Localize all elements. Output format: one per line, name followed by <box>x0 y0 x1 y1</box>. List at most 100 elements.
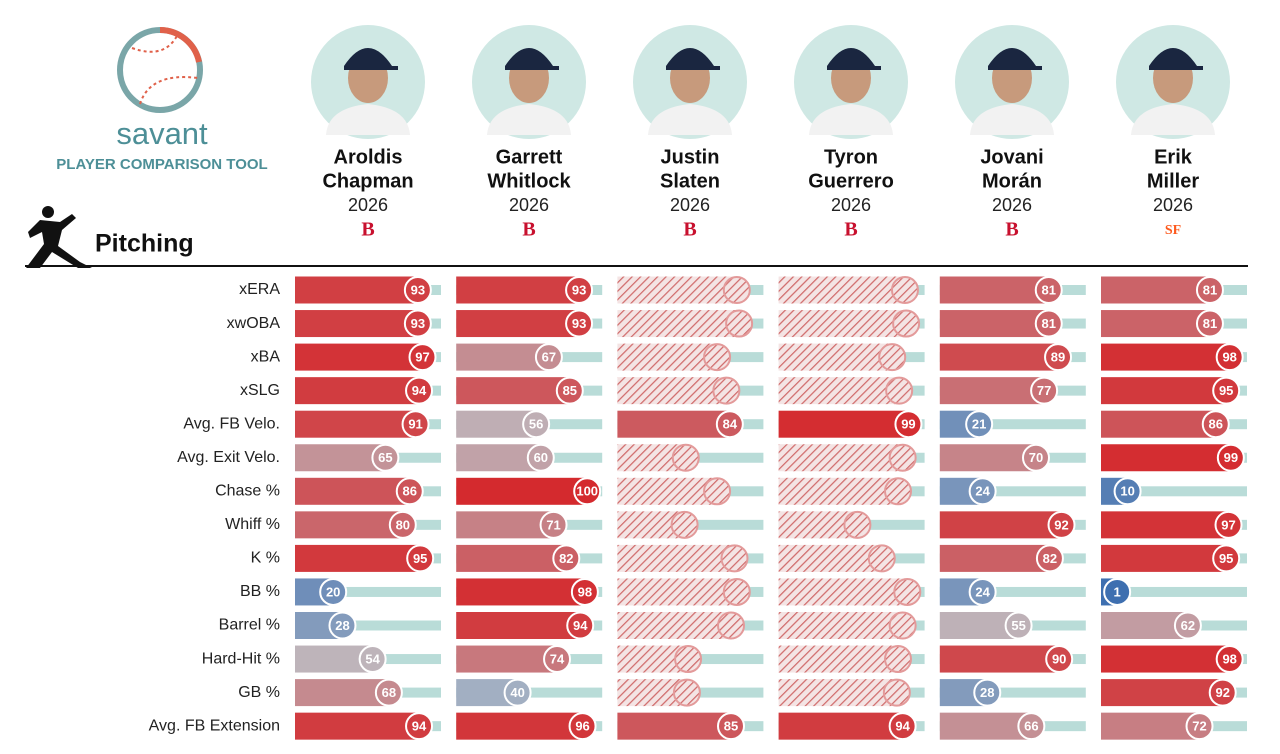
section-title: Pitching <box>95 230 194 258</box>
player-last-name: Whitlock <box>487 170 571 192</box>
percentile-marker <box>1195 309 1224 338</box>
photo-body <box>809 104 893 135</box>
percentile-marker <box>894 410 923 439</box>
photo-cap <box>344 48 398 70</box>
percentile-marker <box>1004 611 1033 640</box>
percentile-value: 68 <box>382 685 396 700</box>
percentile-value: 98 <box>578 584 592 599</box>
percentile-value: 95 <box>1219 551 1233 566</box>
player-year: 2026 <box>1153 195 1193 215</box>
percentile-value: 99 <box>1224 450 1238 465</box>
percentile-marker <box>1045 645 1074 674</box>
percentile-marker <box>1215 645 1244 674</box>
percentile-bar <box>1101 712 1200 740</box>
metric-label: BB % <box>240 583 280 600</box>
percentile-value: 62 <box>1181 618 1195 633</box>
photo-body <box>326 104 410 135</box>
percentile-marker <box>503 678 532 707</box>
team-logo: B <box>361 219 374 241</box>
percentile-value: 82 <box>1043 551 1057 566</box>
percentile-value: 66 <box>1024 719 1038 734</box>
percentile-value: 89 <box>1051 350 1065 365</box>
percentile-bar <box>939 377 1045 405</box>
percentile-marker <box>674 645 703 674</box>
metric-label: Avg. Exit Velo. <box>177 449 280 466</box>
photo-body <box>648 104 732 135</box>
percentile-bar <box>617 712 731 740</box>
percentile-value: 24 <box>975 584 990 599</box>
percentile-bar <box>939 712 1032 740</box>
photo-body <box>487 104 571 135</box>
percentile-value: 81 <box>1042 282 1056 297</box>
percentile-marker <box>403 309 432 338</box>
percentile-bar <box>456 477 588 505</box>
percentile-track <box>939 687 1086 698</box>
percentile-bar <box>1101 276 1210 304</box>
percentile-bar <box>295 343 423 371</box>
percentile-bar <box>295 310 418 338</box>
percentile-value: 92 <box>1054 517 1068 532</box>
percentile-bar <box>1101 343 1230 371</box>
percentile-marker <box>884 477 912 506</box>
percentile-bar <box>778 544 882 572</box>
percentile-marker <box>1034 276 1063 304</box>
percentile-bar <box>1101 645 1230 673</box>
percentile-value: 72 <box>1192 719 1206 734</box>
percentile-bar <box>617 477 718 505</box>
percentile-value: 86 <box>1209 417 1223 432</box>
percentile-value: 93 <box>572 316 586 331</box>
percentile-bar <box>1101 377 1227 405</box>
percentile-bar <box>1101 612 1188 639</box>
player-photo <box>794 25 908 139</box>
percentile-value: 90 <box>1052 651 1066 666</box>
percentile-bar <box>1101 310 1210 338</box>
percentile-value: 86 <box>403 484 417 499</box>
percentile-value: 98 <box>1222 350 1236 365</box>
percentile-value: 100 <box>576 484 598 499</box>
logo <box>117 27 203 113</box>
percentile-bar <box>456 276 580 304</box>
percentile-value: 81 <box>1203 282 1217 297</box>
player-first-name: Justin <box>661 146 720 168</box>
percentile-value: 95 <box>1219 383 1233 398</box>
team-logo: B <box>683 219 696 241</box>
percentile-marker <box>1173 611 1202 640</box>
percentile-marker <box>890 276 919 304</box>
percentile-bar <box>456 578 585 606</box>
percentile-marker <box>1034 309 1063 338</box>
player-year: 2026 <box>992 195 1032 215</box>
percentile-marker <box>968 477 997 506</box>
percentile-value: 81 <box>1203 316 1217 331</box>
percentile-bar <box>617 612 731 639</box>
percentile-value: 20 <box>326 584 340 599</box>
brand: savant <box>116 116 208 151</box>
percentile-marker <box>1215 343 1244 372</box>
percentile-bar <box>778 276 905 304</box>
percentile-marker <box>566 611 595 640</box>
percentile-bar <box>1101 511 1229 539</box>
percentile-marker <box>670 510 699 539</box>
percentile-bar <box>617 310 740 338</box>
metric-label: xSLG <box>240 382 280 399</box>
percentile-marker <box>358 645 387 674</box>
percentile-bar <box>939 511 1062 539</box>
percentile-marker <box>888 611 917 640</box>
percentile-bar <box>939 310 1049 338</box>
metric-label: K % <box>251 550 280 567</box>
player-year: 2026 <box>670 195 710 215</box>
percentile-marker <box>671 443 700 472</box>
percentile-bar <box>778 679 897 707</box>
percentile-marker <box>403 276 432 304</box>
percentile-value: 92 <box>1215 685 1229 700</box>
percentile-bar <box>778 712 903 740</box>
percentile-marker <box>1195 276 1224 304</box>
percentile-marker <box>543 645 572 674</box>
percentile-marker <box>408 343 437 372</box>
percentile-marker <box>1208 678 1237 707</box>
player-photo <box>955 25 1069 139</box>
metric-label: GB % <box>238 684 280 701</box>
percentile-marker <box>703 343 732 372</box>
percentile-marker <box>328 611 357 640</box>
percentile-marker <box>1212 376 1241 405</box>
percentile-marker <box>1212 544 1241 573</box>
